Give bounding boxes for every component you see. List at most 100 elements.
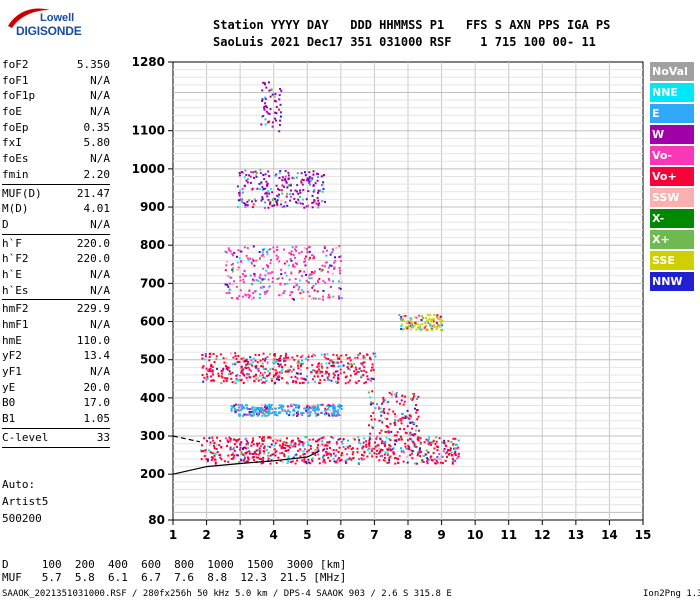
echo-point [267, 170, 270, 173]
echo-point [436, 461, 439, 464]
echo-point [279, 119, 282, 122]
echo-point [291, 265, 294, 268]
echo-point [428, 436, 431, 439]
echo-point [253, 176, 255, 179]
echo-point [393, 416, 396, 419]
echo-point [260, 404, 263, 406]
echo-point [261, 251, 264, 254]
echo-point [305, 255, 307, 258]
echo-point [305, 436, 308, 439]
echo-point [395, 400, 398, 403]
echo-point [319, 372, 322, 374]
echo-point [205, 378, 208, 381]
echo-point [263, 452, 266, 455]
param-row: hmF1 N/A [2, 317, 110, 333]
echo-point [240, 366, 243, 369]
echo-point [323, 373, 326, 376]
echo-point [395, 395, 398, 398]
echo-point [324, 200, 326, 203]
echo-point [286, 186, 289, 189]
echo-point [234, 362, 237, 365]
echo-point [419, 455, 422, 458]
echo-point [265, 379, 268, 382]
echo-point [317, 191, 319, 194]
echo-point [236, 445, 238, 448]
echo-point [424, 326, 427, 329]
echo-point [454, 447, 457, 450]
echo-point [300, 364, 303, 367]
echo-point [340, 405, 343, 407]
echo-point [438, 437, 441, 440]
echo-point [309, 447, 312, 450]
echo-point [428, 441, 431, 444]
echo-point [314, 440, 317, 443]
echo-point [341, 452, 343, 455]
echo-point [332, 449, 335, 452]
echo-point [433, 324, 436, 327]
echo-point [450, 451, 453, 454]
echo-point [306, 450, 309, 453]
param-value: N/A [90, 89, 110, 103]
echo-point [323, 378, 326, 381]
echo-point [311, 369, 314, 372]
echo-point [237, 406, 240, 409]
echo-point [346, 453, 349, 456]
echo-point [201, 366, 204, 369]
echo-point [426, 460, 429, 463]
echo-point [334, 380, 337, 383]
echo-point [414, 322, 417, 324]
echo-point [292, 254, 295, 256]
echo-point [250, 444, 253, 447]
echo-point [272, 453, 275, 456]
echo-point [240, 408, 243, 411]
echo-point [229, 372, 232, 375]
echo-point [314, 282, 317, 285]
echo-point [386, 401, 389, 404]
echo-point [263, 381, 266, 384]
echo-point [308, 181, 311, 184]
echo-point [368, 424, 370, 427]
echo-point [305, 461, 307, 464]
param-label: foEp [2, 120, 29, 134]
echo-point [328, 452, 330, 455]
echo-point [206, 460, 209, 463]
echo-point [301, 411, 304, 414]
echo-point [285, 180, 288, 183]
echo-point [306, 411, 309, 414]
echo-point [268, 445, 271, 448]
echo-point [262, 408, 264, 411]
echo-point [406, 439, 409, 442]
echo-point [368, 439, 371, 442]
echo-point [245, 254, 248, 257]
echo-point [441, 462, 444, 465]
echo-point [241, 404, 243, 407]
echo-point [309, 178, 312, 181]
echo-point [234, 354, 237, 357]
echo-point [411, 393, 414, 396]
echo-point [415, 404, 417, 406]
echo-point [274, 117, 276, 120]
echo-point [397, 419, 400, 422]
echo-point [262, 187, 265, 190]
echo-point [262, 267, 265, 270]
echo-point [229, 440, 231, 443]
profile-trace [172, 450, 320, 475]
echo-point [340, 281, 343, 284]
echo-point [297, 198, 300, 201]
echo-point [240, 260, 243, 263]
echo-point [437, 324, 440, 327]
echo-point [278, 193, 280, 196]
echo-point [305, 179, 308, 182]
echo-point [323, 460, 326, 463]
echo-point [369, 379, 372, 382]
echo-point [311, 457, 314, 460]
legend-item-nnw: NNW [650, 272, 694, 291]
echo-point [262, 365, 264, 368]
echo-point [286, 444, 289, 447]
echo-point [246, 442, 249, 445]
param-value: 5.80 [83, 136, 111, 150]
echo-point [278, 177, 281, 179]
echo-point [389, 422, 392, 425]
echo-point [327, 408, 329, 411]
echo-point [267, 436, 270, 439]
